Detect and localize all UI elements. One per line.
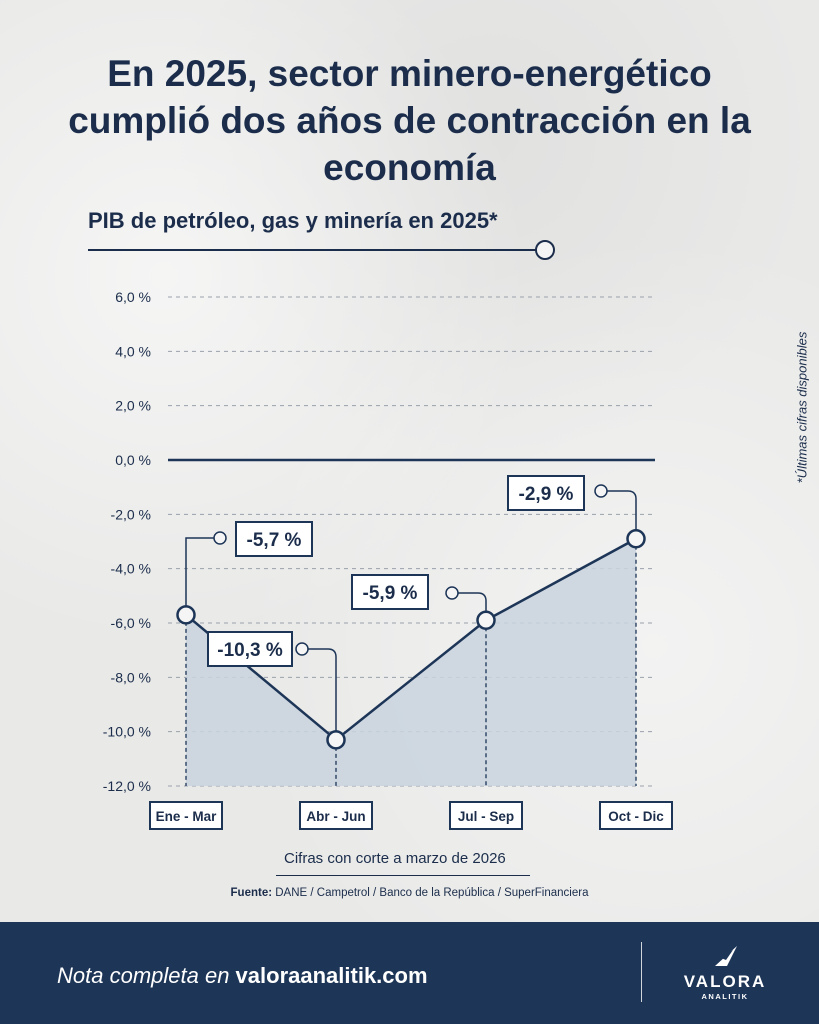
callout-dot [594,484,608,498]
x-category-label: Abr - Jun [306,809,365,824]
data-label-box [351,574,429,610]
y-tick-label: -8,0 % [111,669,151,685]
data-label-box [207,631,293,667]
x-category-box [149,801,223,830]
data-label: -10,3 % [217,640,283,661]
x-category-label: Ene - Mar [156,809,218,824]
footer-bar [0,922,819,1024]
footer-link[interactable]: Nota completa en valoraanalitik.com [57,963,428,989]
x-category-box [449,801,523,830]
data-label: -5,7 % [247,530,302,551]
data-label-box [507,475,585,511]
y-tick-label: 4,0 % [115,343,151,359]
y-tick-label: 6,0 % [115,289,151,305]
footer-divider [641,942,642,1002]
data-point [326,730,346,750]
y-tick-label: -4,0 % [111,561,151,577]
y-tick-label: -2,0 % [111,506,151,522]
chart-subtitle: PIB de petróleo, gas y minería en 2025* [88,208,498,233]
data-point [626,529,646,549]
subtitle-underline-marker [535,240,555,260]
y-tick-label: -6,0 % [111,615,151,631]
callout-leader [185,537,214,607]
source-text: DANE / Campetrol / Banco de la República… [275,887,589,899]
data-point [176,605,196,625]
data-label-box [235,521,313,557]
y-tick-label: -12,0 % [103,778,151,794]
footer-url[interactable]: valoraanalitik.com [235,963,428,988]
logo-name: VALORA [683,972,767,991]
x-category-box [299,801,373,830]
valora-logo-icon [715,946,737,966]
x-category-box [599,801,673,830]
callout-leader [308,648,337,732]
y-tick-label: 0,0 % [115,452,151,468]
footer-prefix: Nota completa en [57,963,236,988]
callout-dot [445,586,459,600]
callout-dot [213,531,227,545]
source-label: Fuente: [230,887,273,899]
cutoff-note: Cifras con corte a marzo de 2026 [284,850,506,867]
data-point [476,610,496,631]
series-line [185,537,637,742]
callout-dot [295,642,309,656]
y-tick-label: -10,0 % [103,724,151,740]
page-title: En 2025, sector minero-energético cumpli… [68,53,751,188]
cutoff-underline [276,875,530,876]
y-tick-label: 2,0 % [115,398,151,414]
chart: 6,0 % 4,0 % 2,0 % 0,0 % -2,0 % -4,0 % -6,0 % -8… [88,240,673,830]
data-label: -5,9 % [363,583,418,604]
x-category-label: Oct - Dic [608,809,664,824]
callout-leader [458,592,487,613]
logo-subname: ANALITIK [701,992,749,1001]
source-line: Fuente: DANE / Campetrol / Banco de la R… [0,887,819,899]
data-label: -2,9 % [519,484,574,505]
callout-leader [607,490,637,531]
x-category-label: Jul - Sep [458,809,514,824]
